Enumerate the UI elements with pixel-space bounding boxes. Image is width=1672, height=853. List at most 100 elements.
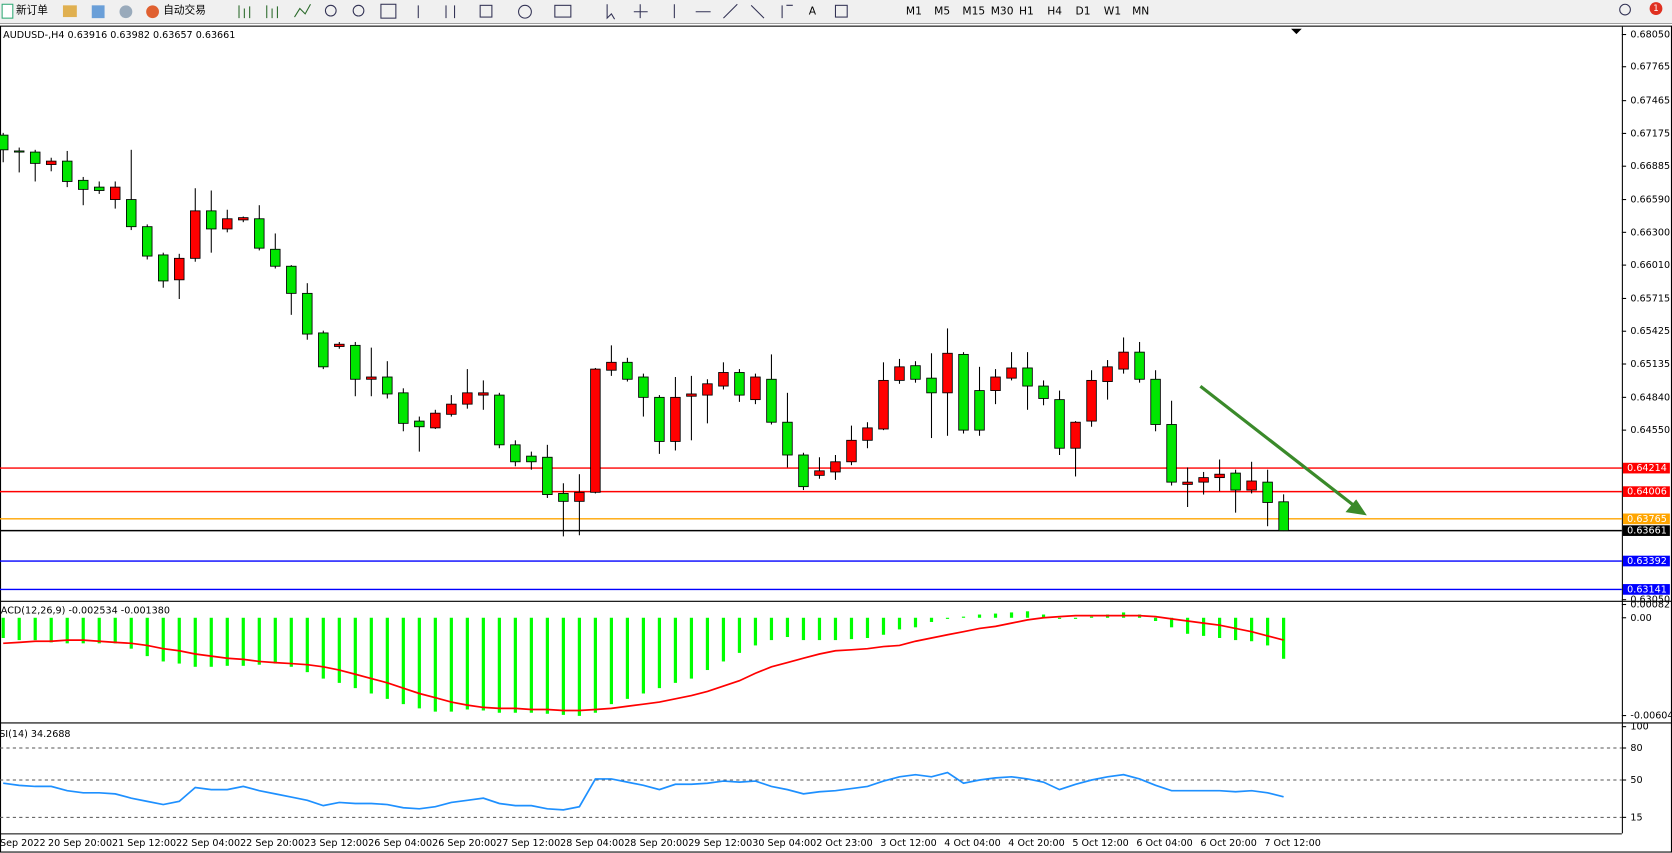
y-tick-label: 15 [1630, 812, 1642, 823]
candle-body [430, 412, 441, 429]
candle-body [846, 439, 857, 463]
price-level-label: 0.63141 [1627, 584, 1667, 595]
auto-trading-button[interactable]: 自动交易 [146, 4, 206, 19]
y-tick-label: 0.67465 [1630, 96, 1670, 107]
x-tick-label: 28 Sep 20:00 [624, 838, 688, 849]
zoom-tools[interactable] [324, 3, 793, 20]
candle-body [1006, 367, 1017, 379]
price-level-tag [1622, 584, 1670, 595]
candle-body [750, 376, 761, 401]
y-tick-label: 100 [1630, 722, 1648, 733]
candle-body [1278, 501, 1289, 532]
x-tick-label: 5 Oct 12:00 [1072, 838, 1128, 849]
candle-body [334, 343, 345, 347]
timeframe-bar: M1 M5 M15 M30 H1 H4 D1 W1 MN [906, 5, 1149, 18]
icon [417, 5, 456, 19]
price-level-label: 0.63392 [1627, 556, 1667, 567]
candle-body [974, 390, 985, 431]
candle-body [1086, 379, 1097, 422]
timeframe-button[interactable]: M15 [962, 5, 985, 18]
timeframe-button[interactable]: M1 [906, 5, 922, 18]
icon[interactable] [91, 5, 105, 19]
chart-tools[interactable] [238, 4, 311, 19]
x-tick-label: 4 Oct 04:00 [944, 838, 1000, 849]
candle-body [1198, 477, 1209, 483]
chart-shift-marker [1291, 28, 1302, 35]
timeframe-button[interactable]: M5 [934, 5, 950, 18]
x-tick-label: 7 Oct 12:00 [1264, 838, 1320, 849]
candle-body [77, 179, 89, 190]
icon[interactable] [834, 4, 848, 18]
toolbar: 新订单 自动交易 A M1 M5 M15 M30 H1 H4 D1 W1 MN 1 [0, 0, 1672, 25]
y-tick-label: 0.68050 [1630, 30, 1670, 41]
y-tick-label: 0.67765 [1630, 62, 1670, 73]
x-tick-label: 22 Sep 20:00 [240, 838, 304, 849]
price-level-tag [1622, 513, 1670, 525]
signal-line [3, 614, 1284, 712]
timeframe-button[interactable]: MN [1132, 5, 1149, 18]
icon [554, 4, 572, 18]
x-tick-label: 2 Oct 23:00 [816, 838, 872, 849]
icon [518, 4, 532, 19]
icon-text[interactable]: A [809, 5, 817, 18]
x-tick-label: 23 Sep 12:00 [304, 838, 368, 849]
timeframe-button[interactable]: H4 [1047, 5, 1062, 18]
candle-body [910, 365, 921, 380]
candle-body [814, 470, 825, 476]
candle-body [1038, 385, 1049, 399]
x-tick-label: 27 Sep 12:00 [496, 838, 560, 849]
candle-body [1022, 367, 1033, 387]
icon [1, 3, 14, 19]
x-tick-label: 22 Sep 04:00 [176, 838, 240, 849]
y-tick-label: 0.66300 [1630, 227, 1670, 238]
candle-body [894, 366, 905, 381]
icon[interactable] [119, 5, 133, 19]
icon [606, 3, 793, 20]
candle-body [1134, 351, 1145, 380]
candle-body [526, 455, 537, 463]
candle-body [766, 378, 777, 423]
candle-body [1118, 351, 1129, 370]
candle-body [590, 368, 601, 493]
y-tick-label: 0.65715 [1630, 293, 1670, 304]
candle-body [414, 420, 425, 428]
candle-body [350, 344, 361, 380]
x-tick-label: 26 Sep 20:00 [432, 838, 496, 849]
arrow-head [1345, 499, 1367, 516]
icon[interactable] [62, 5, 77, 18]
candle-body [1166, 424, 1177, 483]
icon [479, 4, 493, 18]
candle-body [862, 427, 873, 441]
candle-body [638, 376, 649, 398]
candle-body [238, 217, 249, 221]
y-tick-label: 80 [1630, 743, 1642, 754]
y-tick-label: 0.65425 [1630, 326, 1670, 337]
timeframe-button[interactable]: W1 [1104, 5, 1121, 18]
search-icon[interactable] [1619, 3, 1631, 16]
candle-body [926, 377, 937, 394]
x-tick-label: 21 Sep 12:00 [112, 838, 176, 849]
timeframe-button[interactable]: M30 [991, 5, 1014, 18]
timeframe-button[interactable]: D1 [1076, 5, 1091, 18]
candle-body [13, 150, 25, 153]
candle-body [1070, 421, 1081, 449]
timeframe-button[interactable]: H1 [1019, 5, 1034, 18]
icon [146, 5, 159, 19]
y-tick-label: 0.00 [1630, 613, 1651, 624]
new-order-button[interactable]: 新订单 [1, 3, 48, 19]
y-tick-label: 0.66885 [1630, 161, 1670, 172]
price-level-tag [1622, 462, 1670, 474]
candle-body [606, 361, 617, 371]
candle-body [510, 444, 521, 463]
candle-body [446, 403, 457, 415]
panel-title: MACD(12,26,9) -0.002534 -0.001380 [0, 605, 170, 616]
candle-body [942, 352, 953, 394]
candle-body [686, 393, 697, 397]
notification-badge[interactable] [1649, 2, 1663, 15]
y-tick-label: 0.67175 [1630, 128, 1670, 139]
icon [266, 5, 278, 19]
candle-body [798, 454, 809, 488]
candle-body [61, 160, 73, 182]
x-tick-label: 28 Sep 04:00 [560, 838, 624, 849]
